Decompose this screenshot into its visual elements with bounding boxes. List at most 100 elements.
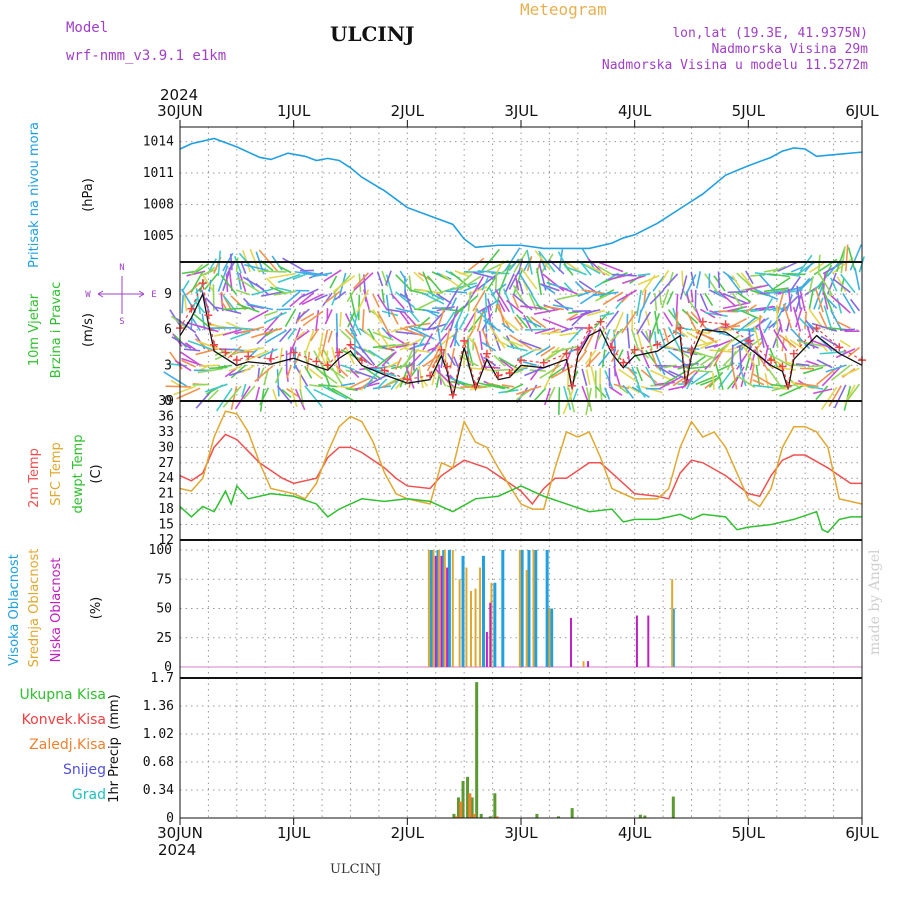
mid-cloud-bar <box>671 579 674 667</box>
wind-gust-point <box>380 366 389 375</box>
total-precip-bar <box>671 796 675 818</box>
mid-cloud-bar <box>532 550 535 667</box>
wind-gust-point <box>471 381 480 390</box>
bottom-day-label: 2JUL <box>391 824 425 842</box>
wind-gust-point <box>789 349 798 358</box>
model-elevation: Nadmorska Visina u modelu 11.5272m <box>601 58 868 73</box>
temp-tick-label: 30 <box>158 440 174 455</box>
low-cloud-bar <box>570 617 573 667</box>
wind-gust-point <box>482 349 491 358</box>
low-cloud-bar <box>635 615 638 667</box>
precip-legend-item: Konvek.Kisa <box>22 712 106 728</box>
high-cloud-bar <box>447 550 451 667</box>
temp-tick-label: 39 <box>158 394 174 409</box>
mid-cloud-bar <box>548 608 551 667</box>
chart-marks <box>163 137 866 818</box>
wind-ylabel-sub: Brzina i Pravac <box>49 282 64 379</box>
wind-gust-point <box>539 358 548 367</box>
temp-sfc-line <box>179 410 863 510</box>
high-cloud-bar <box>493 582 497 667</box>
total-precip-bar <box>570 808 574 818</box>
total-precip-bar <box>638 814 642 818</box>
wind-gust-point <box>812 324 821 333</box>
wind-gust-point <box>494 371 503 380</box>
total-precip-bar <box>456 797 460 818</box>
mid-cloud-bar <box>525 569 528 667</box>
cloud-tick-label: 25 <box>156 631 172 646</box>
mid-cloud-bar <box>465 567 468 667</box>
temp-tick-label: 36 <box>158 409 174 424</box>
wind-gust-point <box>312 357 321 366</box>
total-precip-bar <box>535 813 539 818</box>
mid-cloud-bar <box>469 590 472 667</box>
wind-gust-point <box>289 348 298 357</box>
low-cloud-bar <box>647 615 650 667</box>
convective-precip-bar <box>459 801 463 818</box>
precip-legend-item: Ukupna Kisa <box>19 687 106 703</box>
precip-tick-label: 1.7 <box>151 671 174 686</box>
wind-gust-point <box>784 381 793 390</box>
wind-tick-label: 3 <box>164 358 172 373</box>
wind-gust-point <box>335 348 344 357</box>
total-precip-bar <box>452 813 456 818</box>
wind-gust-point <box>198 279 207 288</box>
high-cloud-bar <box>520 550 524 667</box>
mid-cloud-ylabel: Srednja Oblacnost <box>27 549 42 668</box>
wind-gust-point <box>232 356 241 365</box>
wind-tick-label: 0 <box>164 394 172 409</box>
wind-gust-point <box>437 345 446 354</box>
wind-speed-line <box>179 292 863 398</box>
cloud-tick-label: 0 <box>164 660 172 675</box>
precip-legend-item: Zaledj.Kisa <box>29 737 106 753</box>
total-precip-bar <box>461 780 465 818</box>
dewpoint-line <box>179 484 862 534</box>
high-cloud-ylabel: Visoka Oblacnost <box>7 554 22 666</box>
wind-gust-point <box>266 354 275 363</box>
precip-tick-label: 1.36 <box>143 699 174 714</box>
wind-gust-point <box>323 361 332 370</box>
wind-gust-point <box>653 340 662 349</box>
convective-precip-bar <box>472 813 476 818</box>
model-value: wrf-nmm_v3.9.1 e1km <box>66 48 227 64</box>
convective-precip-bar <box>468 793 472 818</box>
temp-tick-label: 15 <box>158 518 174 533</box>
low-cloud-bar <box>446 567 449 667</box>
wind-gust-point <box>676 324 685 333</box>
temp-tick-label: 24 <box>158 471 174 486</box>
top-day-label: 2JUL <box>391 102 425 120</box>
mid-cloud-bar <box>443 550 446 667</box>
bottom-day-label: 5JUL <box>732 824 766 842</box>
mid-cloud-bar <box>474 588 477 667</box>
grid <box>180 127 862 819</box>
precip-tick-label: 0.34 <box>143 783 174 798</box>
total-precip-bar <box>475 682 479 818</box>
wind-unit: (m/s) <box>81 313 96 347</box>
pressure-unit: (hPa) <box>81 178 96 212</box>
temp-tick-label: 18 <box>158 502 174 517</box>
temp-tick-label: 12 <box>158 533 174 548</box>
precip-legend-item: Snijeg <box>63 762 106 778</box>
wind-gust-point <box>357 356 366 365</box>
wind-gust-point <box>681 377 690 386</box>
mid-cloud-bar <box>458 579 461 667</box>
low-cloud-bar <box>434 555 437 667</box>
high-cloud-bar <box>436 550 440 667</box>
wind-ylabel: 10m Vjetar <box>27 293 42 366</box>
top-day-label: 5JUL <box>732 102 766 120</box>
high-cloud-bar <box>527 550 531 667</box>
precip-tick-label: 0.68 <box>143 755 174 770</box>
location-coords: lon,lat (19.3E, 41.9375N) <box>672 26 868 41</box>
credit-watermark: made by Angel <box>867 549 883 656</box>
wind-gust-point <box>721 320 730 329</box>
precip-tick-label: 0 <box>166 811 174 826</box>
panel-frames <box>179 120 863 825</box>
pressure-line <box>179 137 863 250</box>
low-cloud-bar <box>489 602 492 667</box>
mid-cloud-bar <box>518 550 521 667</box>
footer-station: ULCINJ <box>330 862 382 877</box>
wind-gust-point <box>403 375 412 384</box>
wind-tick-label: 6 <box>164 323 172 338</box>
top-day-label: 3JUL <box>504 102 538 120</box>
wind-gust-point <box>630 345 639 354</box>
temp-tick-label: 21 <box>158 487 174 502</box>
